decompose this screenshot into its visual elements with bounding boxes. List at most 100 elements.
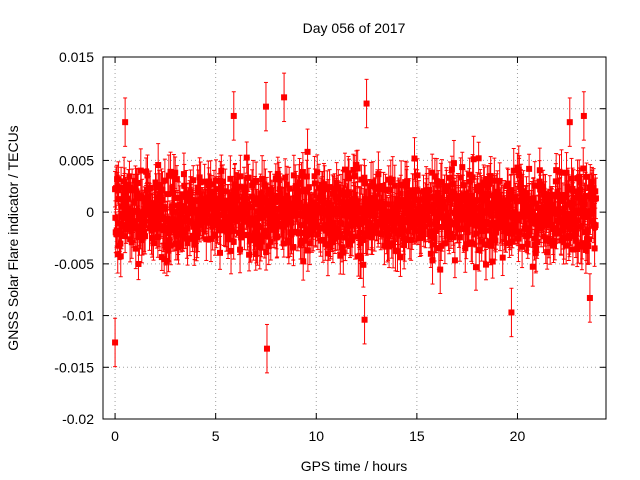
data-point	[252, 251, 259, 258]
data-point	[377, 186, 384, 193]
data-point	[295, 230, 302, 237]
data-point	[155, 162, 162, 169]
data-point	[358, 176, 365, 183]
data-point	[285, 200, 292, 207]
data-point	[207, 181, 214, 188]
data-point	[299, 168, 306, 175]
data-point	[255, 224, 262, 231]
data-point	[131, 218, 138, 225]
data-point	[429, 257, 436, 264]
data-point	[212, 177, 219, 184]
data-point	[344, 201, 351, 208]
data-point	[320, 196, 327, 203]
data-point	[265, 243, 272, 250]
data-point	[117, 253, 124, 260]
data-point	[253, 177, 260, 184]
data-point	[249, 215, 256, 222]
data-point	[250, 179, 257, 186]
data-point	[354, 201, 361, 208]
data-point	[488, 242, 495, 249]
data-point	[324, 209, 331, 216]
data-point	[252, 226, 259, 233]
data-point	[193, 197, 200, 204]
data-point	[154, 210, 161, 217]
data-point	[443, 183, 450, 190]
data-point	[152, 217, 159, 224]
data-point	[475, 212, 482, 219]
data-point	[142, 233, 149, 240]
data-point	[450, 160, 457, 167]
data-point	[263, 249, 270, 256]
data-point	[350, 166, 357, 173]
data-point	[482, 190, 489, 197]
data-point	[431, 235, 438, 242]
data-point	[524, 225, 531, 232]
data-point	[516, 229, 523, 236]
data-point	[516, 172, 523, 179]
data-point	[288, 213, 295, 220]
data-point	[429, 241, 436, 248]
data-point	[252, 195, 259, 202]
data-point	[194, 184, 201, 191]
data-point	[334, 225, 341, 232]
data-point	[406, 189, 413, 196]
data-point	[218, 192, 225, 199]
data-point	[123, 226, 130, 233]
data-point	[225, 197, 232, 204]
data-point	[410, 190, 417, 197]
data-point	[196, 174, 203, 181]
data-point	[171, 195, 178, 202]
data-point	[339, 189, 346, 196]
data-point	[230, 238, 237, 245]
data-point	[461, 197, 468, 204]
data-point	[485, 184, 492, 191]
data-point	[126, 173, 133, 180]
data-point	[398, 181, 405, 188]
data-point	[286, 185, 293, 192]
data-point	[469, 240, 476, 247]
data-point	[476, 247, 483, 254]
data-point	[237, 246, 244, 253]
data-point	[197, 179, 204, 186]
data-point	[167, 242, 174, 249]
data-point	[244, 231, 251, 238]
data-point	[265, 204, 272, 211]
data-point	[397, 214, 404, 221]
data-point	[360, 261, 367, 268]
data-point	[306, 240, 313, 247]
data-point	[368, 183, 375, 190]
data-point	[163, 257, 170, 264]
data-point	[473, 230, 480, 237]
data-point	[228, 247, 235, 254]
data-point	[262, 183, 269, 190]
data-point	[438, 242, 445, 249]
data-point	[519, 243, 526, 250]
data-point	[508, 191, 515, 198]
data-point	[195, 189, 202, 196]
data-point	[301, 237, 308, 244]
data-point	[118, 231, 125, 238]
data-point	[217, 249, 224, 256]
data-point	[143, 168, 150, 175]
data-point	[401, 242, 408, 249]
data-point	[138, 237, 145, 244]
data-point	[122, 201, 129, 208]
data-point	[308, 231, 315, 238]
data-point	[351, 215, 358, 222]
data-point	[122, 233, 129, 240]
data-point	[428, 233, 435, 240]
data-point	[158, 211, 165, 218]
data-point	[280, 240, 287, 247]
data-point	[510, 167, 517, 174]
data-point	[258, 238, 265, 245]
data-point	[508, 238, 515, 245]
data-point	[149, 235, 156, 242]
data-point	[289, 229, 296, 236]
data-point	[359, 205, 366, 212]
data-point	[320, 210, 327, 217]
data-point	[455, 196, 462, 203]
data-point	[375, 171, 382, 178]
data-point	[201, 178, 208, 185]
data-point	[496, 177, 503, 184]
data-point	[417, 203, 424, 210]
